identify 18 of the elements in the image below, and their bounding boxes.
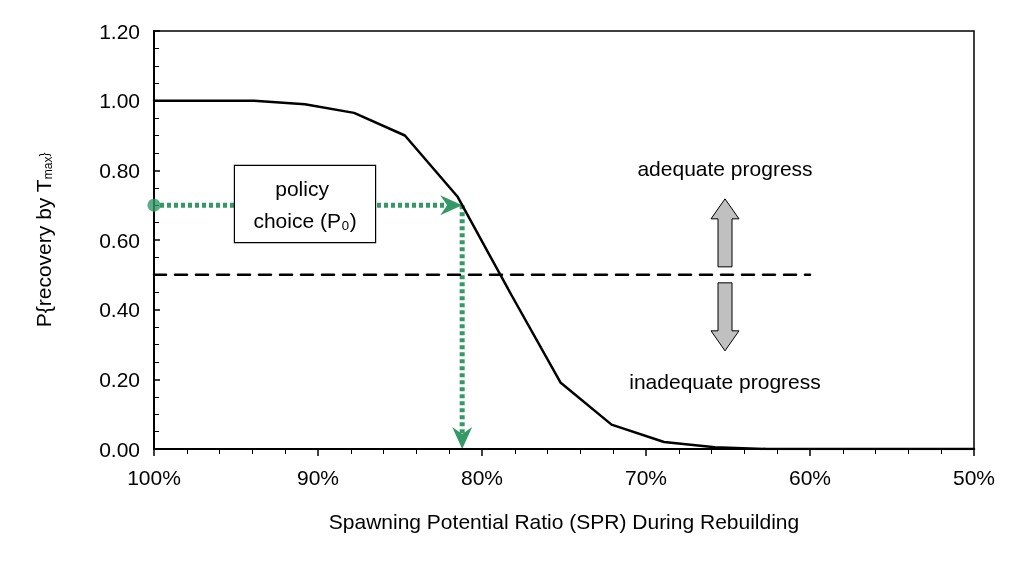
y-axis-title: P{recovery by Tmax} [32, 152, 55, 328]
y-tick-label: 0.80 [99, 158, 140, 182]
annotation: policy choice (P₀) [253, 176, 357, 232]
x-axis-title: Spawning Potential Ratio (SPR) During Rebuilding [328, 510, 800, 533]
x-tick-label: 90% [296, 466, 340, 489]
x-tick-label: 100% [127, 466, 181, 489]
y-tick-label: 0.00 [99, 437, 140, 461]
y-tick-label: 1.00 [99, 89, 140, 113]
y-tick-label: 1.20 [99, 19, 140, 43]
y-tick-label: 0.60 [99, 228, 140, 252]
x-tick-label: 70% [624, 466, 668, 489]
annotation: inadequate progress [629, 369, 821, 393]
x-tick-label: 80% [460, 466, 504, 489]
y-tick-label: 0.40 [99, 298, 140, 322]
y-tick-label: 0.20 [99, 367, 140, 391]
annotation: adequate progress [637, 156, 813, 180]
x-tick-label: 60% [788, 466, 832, 489]
x-tick-label: 50% [952, 466, 996, 489]
